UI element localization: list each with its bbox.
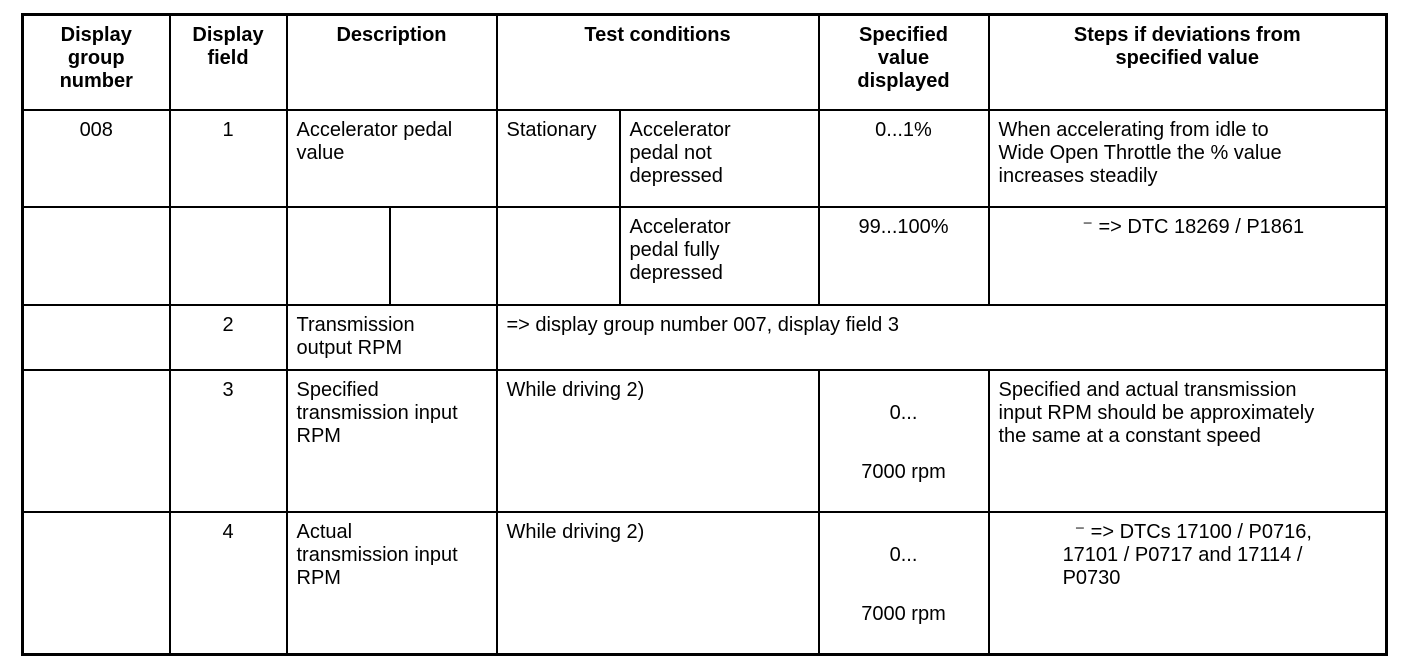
header-specified-value: Specified value displayed (817, 13, 990, 111)
table-row-field-3: 3 Specified transmission input RPM While… (21, 368, 1388, 513)
header-row: Display group number Display field Descr… (21, 13, 1388, 111)
rpm-range-min: 0... (889, 401, 918, 424)
cell-cross-reference-group-007: => display group number 007, display fie… (495, 303, 1388, 371)
empty-cell (495, 205, 621, 306)
empty-cell (168, 205, 288, 306)
cell-specified-value-0-1: 0...1% (817, 108, 990, 208)
empty-cell (388, 205, 498, 306)
cell-group-number: 008 (21, 108, 171, 208)
cell-condition-stationary: Stationary (495, 108, 621, 208)
header-test-conditions: Test conditions (495, 13, 820, 111)
cell-steps-accelerating-note: When accelerating from idle to Wide Open… (987, 108, 1388, 208)
cell-display-field-1: 1 (168, 108, 288, 208)
empty-cell (285, 205, 391, 306)
header-display-field: Display field (168, 13, 288, 111)
cell-steps-dtcs-17100: ⁻ => DTCs 17100 / P0716, 17101 / P0717 a… (987, 510, 1388, 655)
cell-steps-rpm-compare-note: Specified and actual transmission input … (987, 368, 1388, 513)
cell-condition-while-driving-2: While driving 2) (495, 510, 820, 655)
cell-description-specified-trans-input-rpm: Specified transmission input RPM (285, 368, 498, 513)
cell-display-field-4: 4 (168, 510, 288, 655)
cell-description-transmission-output-rpm: Transmission output RPM (285, 303, 498, 371)
rpm-range-max: 7000 rpm (861, 460, 946, 483)
cell-specified-value-rpm-range: 0... 7000 rpm (817, 368, 990, 513)
table-row-field-1-continued: Accelerator pedal fully depressed 99...1… (21, 205, 1388, 306)
cell-condition-pedal-fully-depressed: Accelerator pedal fully depressed (618, 205, 820, 306)
cell-specified-value-99-100: 99...100% (817, 205, 990, 306)
cell-condition-while-driving: While driving 2) (495, 368, 820, 513)
cell-condition-pedal-not-depressed: Accelerator pedal not depressed (618, 108, 820, 208)
table-row-field-4: 4 Actual transmission input RPM While dr… (21, 510, 1388, 655)
manual-page: Display group number Display field Descr… (21, 13, 1388, 656)
cell-display-field-3: 3 (168, 368, 288, 513)
header-display-group-number: Display group number (21, 13, 171, 111)
cell-display-field-2: 2 (168, 303, 288, 371)
cell-specified-value-rpm-range-2: 0... 7000 rpm (817, 510, 990, 655)
rpm-range: 0... 7000 rpm (822, 544, 986, 626)
dtc-reference: ⁻ => DTCs 17100 / P0716, 17101 / P0717 a… (1062, 520, 1312, 589)
display-group-table: Display group number Display field Descr… (21, 13, 1388, 656)
cell-description-actual-trans-input-rpm: Actual transmission input RPM (285, 510, 498, 655)
table-row-field-1: 008 1 Accelerator pedal value Stationary… (21, 108, 1388, 208)
dtc-reference: ⁻ => DTC 18269 / P1861 (1082, 215, 1305, 238)
rpm-range-min: 0... (889, 543, 918, 566)
empty-cell (21, 205, 171, 306)
cell-description-accelerator-pedal-value: Accelerator pedal value (285, 108, 498, 208)
empty-cell (21, 510, 171, 655)
header-description: Description (285, 13, 498, 111)
rpm-range: 0... 7000 rpm (822, 402, 986, 484)
empty-cell (21, 368, 171, 513)
empty-cell (21, 303, 171, 371)
rpm-range-max: 7000 rpm (861, 602, 946, 625)
cell-steps-dtc-18269: ⁻ => DTC 18269 / P1861 (987, 205, 1388, 306)
table-row-field-2: 2 Transmission output RPM => display gro… (21, 303, 1388, 371)
header-steps: Steps if deviations from specified value (987, 13, 1388, 111)
